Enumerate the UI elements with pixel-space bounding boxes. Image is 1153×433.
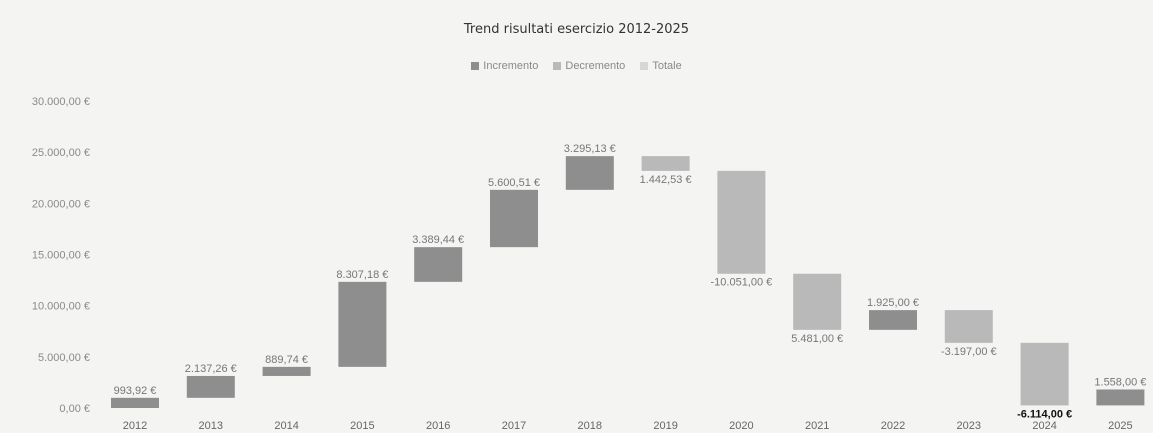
data-label: 5.481,00 € — [791, 333, 843, 345]
y-tick-label: 0,00 € — [59, 403, 90, 415]
data-label: -3.197,00 € — [941, 346, 997, 358]
x-tick-label: 2012 — [123, 420, 147, 432]
waterfall-bar — [1096, 389, 1145, 406]
waterfall-bar — [186, 375, 235, 398]
x-tick-label: 2023 — [957, 420, 981, 432]
waterfall-bar — [490, 189, 538, 248]
data-label: -6.114,00 € — [1017, 408, 1072, 420]
data-label: 3.295,13 € — [564, 143, 616, 155]
legend-swatch-incremento — [471, 62, 480, 71]
waterfall-bar — [717, 170, 766, 274]
waterfall-bar — [565, 156, 614, 190]
y-tick-label: 5.000,00 € — [38, 352, 90, 364]
data-label: 1.925,00 € — [867, 297, 919, 309]
data-label: 3.389,44 € — [412, 234, 464, 246]
y-tick-label: 10.000,00 € — [32, 301, 90, 313]
data-label: 8.307,18 € — [336, 269, 388, 281]
x-tick-label: 2013 — [199, 420, 223, 432]
legend-item-decremento: Decremento — [553, 60, 625, 72]
x-tick-label: 2014 — [274, 420, 298, 432]
chart-legend: Incremento Decremento Totale — [0, 60, 1153, 72]
x-tick-label: 2021 — [805, 420, 829, 432]
legend-label-incremento: Incremento — [483, 60, 539, 72]
y-tick-label: 15.000,00 € — [32, 250, 90, 262]
x-tick-label: 2019 — [653, 420, 677, 432]
legend-label-decremento: Decremento — [565, 60, 626, 72]
data-label: 1.558,00 € — [1094, 376, 1146, 388]
x-tick-label: 2020 — [729, 420, 753, 432]
y-tick-label: 20.000,00 € — [32, 198, 90, 210]
waterfall-bar — [262, 366, 311, 376]
legend-item-totale: Totale — [640, 60, 682, 72]
data-label: 889,74 € — [265, 354, 308, 366]
data-label: -10.051,00 € — [711, 277, 773, 289]
x-tick-label: 2025 — [1108, 420, 1132, 432]
x-tick-label: 2018 — [578, 420, 602, 432]
data-label: 5.600,51 € — [488, 177, 540, 189]
y-tick-label: 25.000,00 € — [32, 147, 90, 159]
waterfall-bar — [869, 310, 917, 330]
chart-title: Trend risultati esercizio 2012-2025 — [463, 22, 690, 37]
waterfall-bar — [1020, 342, 1069, 406]
data-label: 2.137,26 € — [185, 363, 237, 375]
legend-swatch-decremento — [553, 62, 562, 71]
waterfall-bar — [641, 156, 690, 171]
data-label: 993,92 € — [114, 385, 157, 397]
waterfall-bar — [414, 247, 463, 282]
legend-item-incremento: Incremento — [471, 60, 538, 72]
y-tick-label: 30.000,00 € — [32, 96, 90, 108]
waterfall-bar — [793, 273, 842, 330]
x-tick-label: 2015 — [350, 420, 374, 432]
x-tick-label: 2022 — [881, 420, 905, 432]
legend-label-totale: Totale — [652, 60, 682, 72]
x-tick-label: 2024 — [1032, 420, 1056, 432]
x-tick-label: 2016 — [426, 420, 450, 432]
x-tick-label: 2017 — [502, 420, 526, 432]
data-label: 1.442,53 € — [640, 174, 692, 186]
waterfall-bar — [944, 310, 993, 343]
waterfall-bar — [111, 397, 159, 408]
legend-swatch-totale — [640, 62, 649, 71]
waterfall-bar — [338, 281, 387, 367]
